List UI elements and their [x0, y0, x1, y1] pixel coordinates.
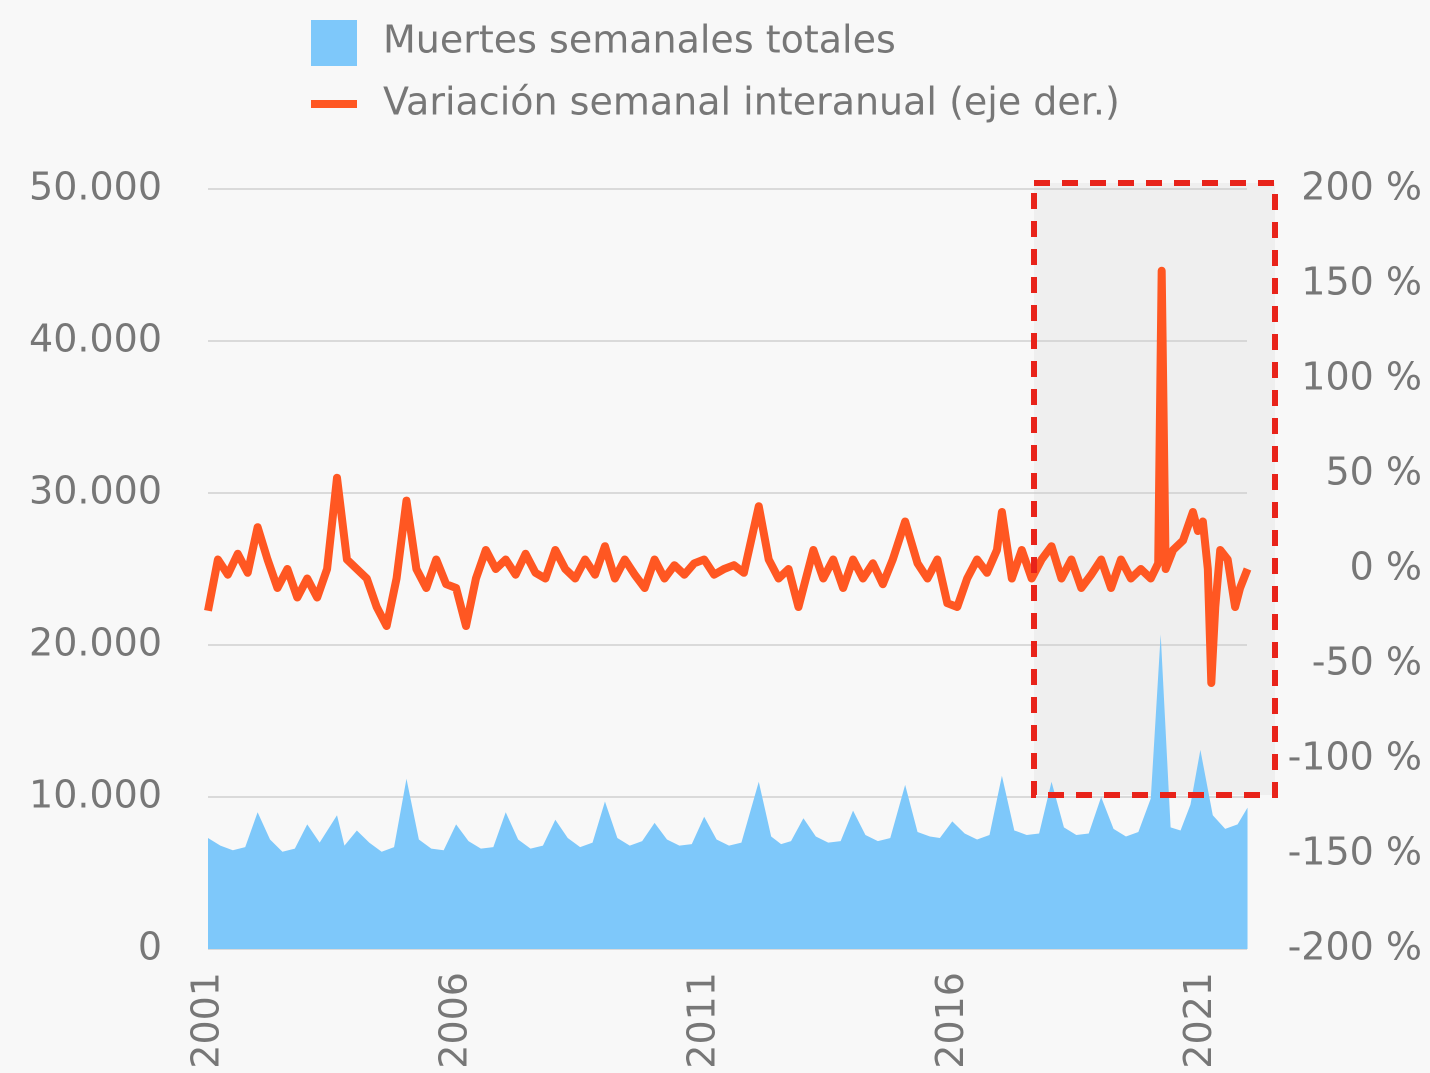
x-tick-label: 2001	[184, 972, 228, 1069]
y-tick-label: 20.000	[29, 621, 162, 665]
legend-label: Variación semanal interanual (eje der.)	[383, 80, 1120, 124]
y2-tick-label: -100 %	[1288, 735, 1422, 779]
y-tick-label: 30.000	[29, 469, 162, 513]
y2-tick-label: -200 %	[1288, 925, 1422, 969]
x-tick-label: 2011	[680, 972, 724, 1069]
y2-tick-label: -50 %	[1312, 640, 1422, 684]
y-tick-label: 10.000	[29, 773, 162, 817]
y2-tick-label: 200 %	[1301, 165, 1422, 209]
highlight-region	[1034, 183, 1275, 795]
y2-tick-label: -150 %	[1288, 830, 1422, 874]
x-tick-label: 2021	[1176, 972, 1220, 1069]
y-tick-label: 40.000	[29, 317, 162, 361]
y-tick-label: 50.000	[29, 165, 162, 209]
y2-tick-label: 100 %	[1301, 355, 1422, 399]
legend-label: Muertes semanales totales	[383, 18, 896, 62]
x-tick-label: 2006	[432, 972, 476, 1069]
y2-tick-label: 50 %	[1325, 450, 1422, 494]
y2-tick-label: 150 %	[1301, 260, 1422, 304]
legend-swatch	[311, 100, 357, 108]
x-tick-label: 2016	[928, 972, 972, 1069]
legend-swatch	[311, 20, 357, 66]
area	[208, 634, 1248, 949]
line	[204, 266, 1252, 687]
y2-tick-label: 0 %	[1350, 545, 1422, 589]
y-tick-label: 0	[138, 925, 162, 969]
highlight-border	[1031, 180, 1278, 798]
